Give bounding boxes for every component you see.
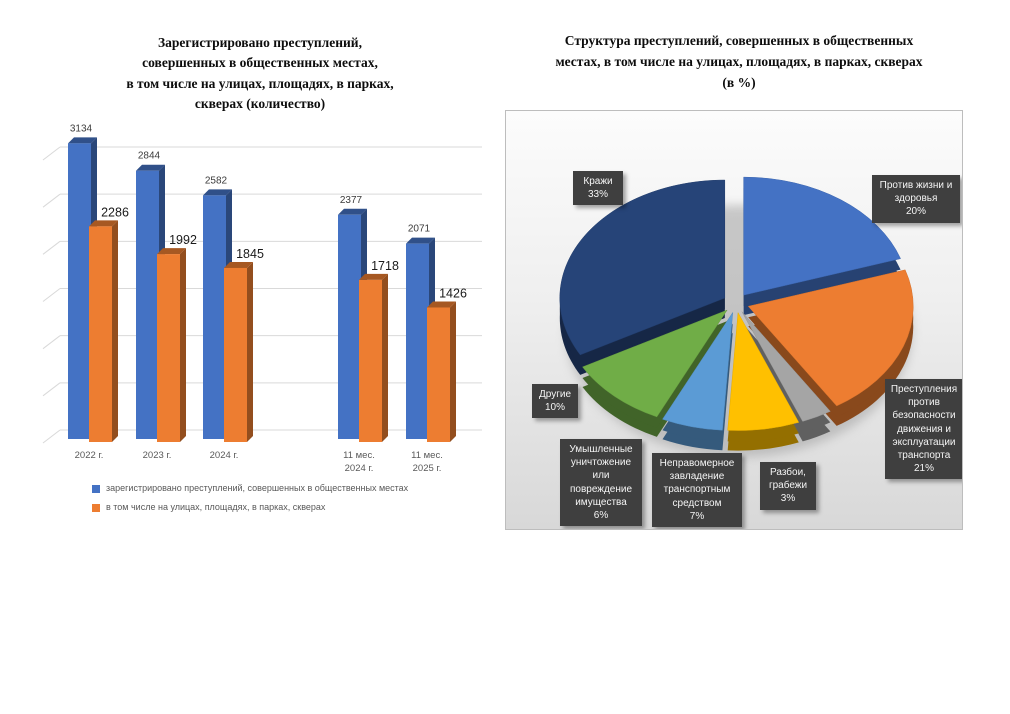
axis-tick (42, 335, 61, 350)
pie-slice (662, 312, 734, 431)
bar-value-label: 2377 (340, 195, 363, 206)
pie-slice (741, 311, 831, 422)
pie-label-box: Умышленные уничтожение или повреждение и… (560, 439, 642, 527)
pie-slice (582, 309, 728, 418)
bar-value-label: 2286 (101, 205, 129, 219)
legend-swatch-blue (92, 485, 100, 493)
legend-item: в том числе на улицах, площадях, в парка… (92, 502, 408, 513)
legend-label: зарегистрировано преступлений, совершенн… (106, 483, 409, 493)
pie-label-box: Против жизни и здоровья 20% (872, 175, 960, 223)
bar-top-face (427, 301, 456, 308)
bar-side-face (112, 220, 118, 442)
bar-street (427, 307, 450, 442)
bar-value-label: 1992 (169, 233, 197, 247)
axis-tick (42, 382, 61, 397)
x-axis-label: 11 мес. 2025 г. (411, 450, 443, 474)
bar-side-face (247, 261, 253, 442)
bar-top-face (89, 220, 118, 227)
bar-registered (406, 243, 429, 439)
legend-swatch-orange (92, 503, 100, 512)
bar-chart-panel: Зарегистрировано преступлений, совершенн… (30, 25, 490, 555)
bar-side-face (180, 248, 186, 442)
bar-top-face (338, 208, 367, 215)
bar-top-face (68, 137, 97, 144)
bar-value-label: 2844 (138, 151, 161, 162)
bar-top-face (203, 189, 232, 196)
legend-item: зарегистрировано преступлений, совершенн… (92, 483, 408, 494)
bar-side-face (450, 301, 456, 442)
bar-top-face (136, 164, 165, 171)
pie-label-box: Кражи 33% (573, 171, 623, 206)
x-axis-label: 2023 г. (143, 450, 172, 461)
bar-street (89, 226, 112, 442)
bar-street (359, 279, 382, 442)
bar-chart-plot: 3134 2286 2022 г. 2844 1992 2023 г. 2582 1845 20… (30, 112, 490, 477)
pie-chart-title: Структура преступлений, совершенных в об… (555, 33, 923, 90)
bar-value-label: 3134 (70, 123, 93, 134)
axis-tick (42, 193, 61, 208)
axis-tick (42, 240, 61, 255)
bar-value-label: 2071 (408, 224, 431, 235)
pie-label-box: Неправомерное завладение транспортным ср… (652, 453, 742, 527)
bar-registered (338, 214, 361, 439)
bar-value-label: 2582 (205, 175, 228, 186)
x-axis-label: 2022 г. (75, 450, 104, 461)
bar-side-face (382, 273, 388, 442)
bar-top-face (406, 237, 435, 244)
bar-value-label: 1845 (236, 247, 264, 261)
pie-label-box: Разбои, грабежи 3% (760, 462, 816, 510)
pie-slice (727, 311, 800, 431)
bar-chart-svg: 3134 2286 2022 г. 2844 1992 2023 г. 2582 1845 20… (42, 123, 482, 474)
axis-tick (42, 146, 61, 161)
bar-top-face (157, 248, 186, 255)
bar-value-label: 1718 (371, 259, 399, 273)
bar-registered (136, 170, 159, 439)
axis-tick (42, 288, 61, 302)
pie-slice (559, 179, 726, 356)
axis-tick (42, 429, 61, 444)
bar-registered (203, 195, 226, 439)
bar-chart-legend: зарегистрировано преступлений, совершенн… (92, 483, 408, 521)
pie-chart-panel: Структура преступлений, совершенных в об… (500, 25, 978, 535)
pie-chart-svg (559, 176, 914, 457)
x-axis-label: 2024 г. (210, 450, 239, 461)
bar-chart-title: Зарегистрировано преступлений, совершенн… (126, 35, 394, 111)
pie-label-box: Другие 10% (532, 384, 578, 419)
legend-label: в том числе на улицах, площадях, в парка… (106, 501, 326, 512)
pie-label-box: Преступления против безопасности движени… (885, 379, 962, 480)
pie-slice (743, 176, 901, 296)
bar-street (224, 267, 247, 442)
bar-top-face (224, 261, 253, 268)
pie-slice (747, 269, 914, 407)
bar-value-label: 1426 (439, 286, 467, 300)
bar-top-face (359, 273, 388, 280)
pie-chart-plot-area: Против жизни и здоровья 20% Преступления … (505, 110, 963, 530)
bar-street (157, 254, 180, 442)
bar-registered (68, 143, 91, 440)
x-axis-label: 11 мес. 2024 г. (343, 450, 375, 474)
